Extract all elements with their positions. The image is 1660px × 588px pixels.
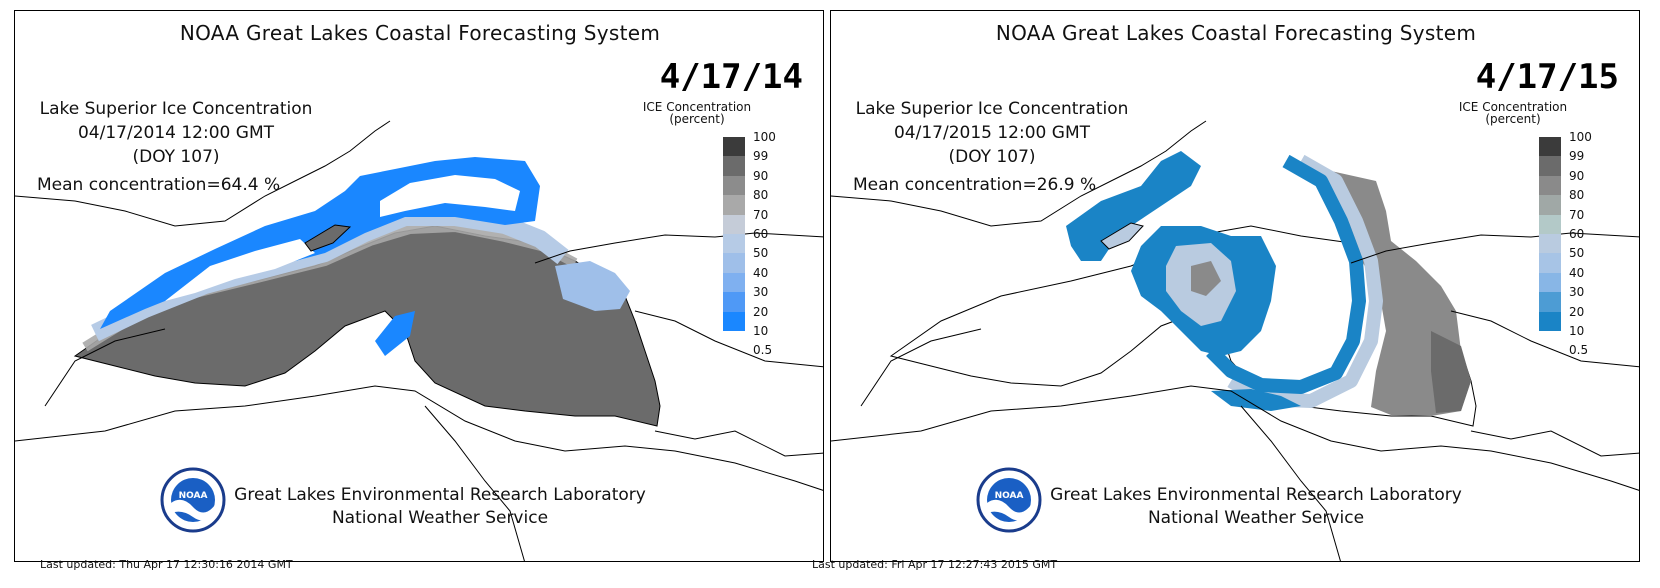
keweenaw-ice [375, 311, 415, 356]
legend-swatch [723, 292, 745, 312]
date-stamp: 4/17/14 [659, 57, 803, 97]
date-stamp: 4/17/15 [1475, 57, 1619, 97]
shorelines [15, 120, 823, 561]
legend-label: 70 [1569, 207, 1585, 222]
map-info-block: Lake Superior Ice Concentration 04/17/20… [31, 97, 331, 197]
legend-swatch [723, 214, 745, 234]
legend-label: 20 [1569, 304, 1585, 319]
mean-concentration: Mean concentration=26.9 % [853, 175, 1097, 195]
legend-swatch [723, 156, 745, 176]
ice-map-panel-2014: NOAA Great Lakes Coastal Forecasting Sys… [14, 10, 842, 562]
legend-title: ICE Concentration (percent) [637, 101, 757, 125]
open-water-north [380, 175, 520, 217]
legend-label: 99 [753, 149, 769, 164]
legend-swatch [723, 195, 745, 215]
mean-concentration: Mean concentration=64.4 % [37, 175, 281, 195]
map-datetime: 04/17/2015 12:00 GMT [893, 123, 1090, 143]
legend-swatch [1539, 311, 1561, 331]
legend-label: 100 [1569, 130, 1592, 144]
legend-swatch [1539, 214, 1561, 234]
legend-label: 10 [753, 324, 769, 338]
legend-label: 30 [1569, 285, 1585, 300]
last-updated-2015: Last updated: Fri Apr 17 12:27:43 2015 G… [812, 558, 1058, 571]
legend-swatch [1539, 156, 1561, 176]
legend-label: 40 [1569, 265, 1585, 280]
legend-label: 0.5 [753, 343, 773, 358]
legend-swatch [1539, 253, 1561, 273]
legend-swatch [1539, 137, 1561, 157]
ice-band-east-blue [1206, 154, 1366, 394]
map-info-block: Lake Superior Ice Concentration 04/17/20… [847, 97, 1147, 197]
legend-label: 40 [753, 265, 769, 280]
legend-label: 60 [753, 227, 769, 241]
legend-label: 10 [1569, 324, 1585, 338]
ice-east-blue [555, 261, 630, 311]
footer-lab: Great Lakes Environmental Research Labor… [234, 485, 646, 505]
open-water-west [165, 239, 315, 301]
legend-title-line-1: ICE Concentration [642, 100, 752, 114]
ice-map-panel-2015: NOAA Great Lakes Coastal Forecasting Sys… [830, 10, 1658, 562]
legend-swatch [723, 137, 745, 157]
logo-label: NOAA [995, 491, 1024, 501]
map-doy: (DOY 107) [132, 147, 220, 167]
lake-superior-map [831, 120, 1639, 561]
legend-label: 60 [1569, 227, 1585, 241]
ice-central-grey [1191, 261, 1221, 296]
legend-swatch [1539, 292, 1561, 312]
legend-label: 100 [753, 130, 776, 144]
legend-label: 90 [753, 168, 769, 183]
map-frame: NOAA Great Lakes Coastal Forecasting Sys… [830, 10, 1640, 562]
legend-title-line-2: (percent) [1485, 112, 1541, 126]
legend-label: 20 [753, 304, 769, 319]
legend-label: 50 [1569, 246, 1585, 261]
legend-swatch [1539, 234, 1561, 254]
lake-superior-map [15, 120, 823, 561]
logo-label: NOAA [179, 491, 208, 501]
legend-swatch [1539, 195, 1561, 215]
shorelines [831, 120, 1639, 561]
legend-label: 30 [753, 285, 769, 300]
map-datetime: 04/17/2014 12:00 GMT [77, 123, 274, 143]
legend-title-line-2: (percent) [669, 112, 725, 126]
noaa-logo-icon: NOAA [160, 467, 226, 533]
legend-label: 0.5 [1569, 343, 1589, 358]
legend-swatch [1539, 175, 1561, 196]
legend-swatch [723, 175, 745, 196]
legend-label: 80 [753, 188, 769, 203]
isle-royale [304, 224, 352, 252]
map-frame: NOAA Great Lakes Coastal Forecasting Sys… [14, 10, 824, 562]
map-title: Lake Superior Ice Concentration [855, 99, 1129, 119]
footer-lab: Great Lakes Environmental Research Labor… [1050, 485, 1462, 505]
last-updated-2014: Last updated: Thu Apr 17 12:30:16 2014 G… [40, 558, 293, 571]
legend-swatch [723, 311, 745, 331]
map-title: Lake Superior Ice Concentration [39, 99, 313, 119]
legend-label: 99 [1569, 149, 1585, 164]
system-title: NOAA Great Lakes Coastal Forecasting Sys… [995, 21, 1477, 45]
legend-title: ICE Concentration (percent) [1453, 101, 1573, 125]
legend-label: 90 [1569, 168, 1585, 183]
system-title: NOAA Great Lakes Coastal Forecasting Sys… [179, 21, 661, 45]
legend-swatch [723, 253, 745, 273]
isle-royale [1100, 222, 1144, 250]
legend-label: 80 [1569, 188, 1585, 203]
footer-nws: National Weather Service [1147, 508, 1365, 528]
legend-title-line-1: ICE Concentration [1458, 100, 1568, 114]
legend-swatch [723, 234, 745, 254]
legend-label: 50 [753, 246, 769, 261]
lake-ice-east-dark [1431, 331, 1471, 413]
ice-west-blue [1066, 151, 1201, 261]
legend-label: 70 [753, 207, 769, 222]
map-doy: (DOY 107) [948, 147, 1036, 167]
footer-nws: National Weather Service [331, 508, 549, 528]
ice-south-blue [1211, 389, 1301, 411]
noaa-logo-icon: NOAA [976, 467, 1042, 533]
legend-swatch [1539, 272, 1561, 293]
legend-swatch [723, 272, 745, 293]
